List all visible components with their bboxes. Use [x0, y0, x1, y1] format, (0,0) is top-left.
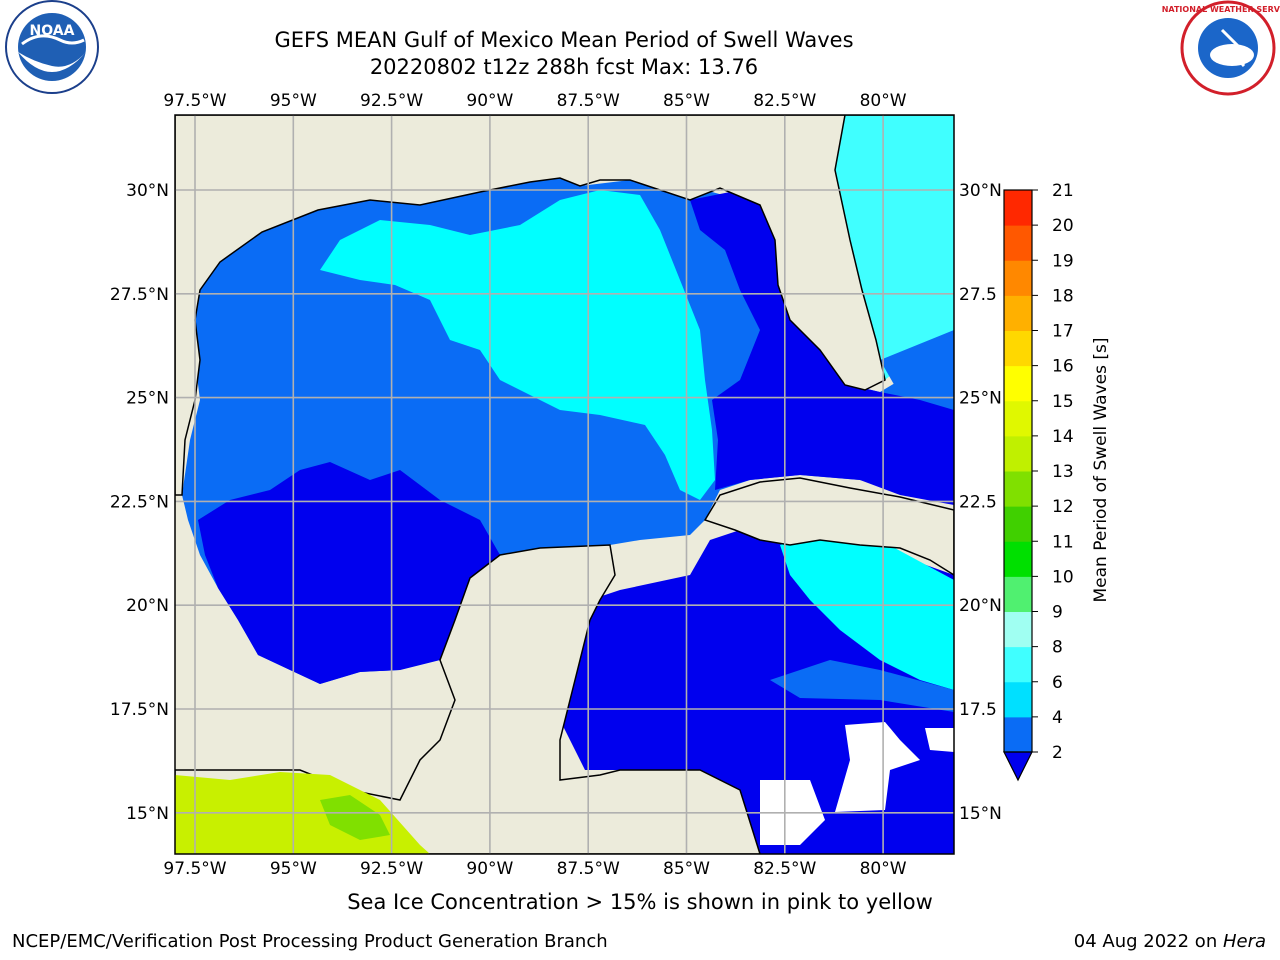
colorbar-tick-label: 15	[1052, 392, 1074, 412]
lon-label: 95°W	[270, 859, 317, 879]
lon-label: 90°W	[466, 859, 513, 879]
colorbar-swatch	[1004, 400, 1032, 437]
lat-label: 25°N	[959, 389, 1002, 409]
lat-labels-right: 30°N 27.5 25°N 22.5 20°N 17.5 15°N	[959, 181, 1002, 824]
lat-label: 17.5°N	[110, 700, 169, 720]
caribbean-midblue	[770, 660, 954, 712]
lon-label: 95°W	[270, 91, 317, 111]
lon-label: 82.5°W	[753, 91, 816, 111]
lat-label: 20°N	[959, 596, 1002, 616]
lat-label: 20°N	[126, 596, 169, 616]
colorbar-swatch	[1004, 541, 1032, 577]
colorbar-tick-label: 13	[1052, 462, 1074, 482]
lon-label: 85°W	[663, 91, 710, 111]
lat-label: 30°N	[126, 181, 169, 201]
caribbean-cyan	[780, 530, 954, 690]
gulf-deep-west	[198, 462, 500, 684]
lon-label: 80°W	[860, 859, 907, 879]
colorbar-tick-label: 20	[1052, 216, 1074, 236]
atlantic-cyan	[835, 115, 954, 380]
gulf-deep-east	[690, 192, 954, 505]
lat-label: 17.5	[959, 700, 997, 720]
colorbar-swatch	[1004, 295, 1032, 331]
map-frame	[174, 114, 955, 855]
colorbar-swatch	[1004, 260, 1032, 296]
colorbar-tick-label: 6	[1052, 673, 1063, 693]
colorbar-tick-label: 12	[1052, 497, 1074, 517]
lat-labels-left: 30°N 27.5°N 25°N 22.5°N 20°N 17.5°N 15°N	[110, 181, 169, 824]
colorbar: 2 4 6 8 9 10 11 12 13 14 15 16 17 18 19 20 21	[1003, 181, 1074, 782]
yucatan	[175, 544, 761, 854]
lon-labels-bottom: 97.5°W 95°W 92.5°W 90°W 87.5°W 85°W 82.5°W 80°W	[163, 859, 906, 879]
colorbar-tick-label: 9	[1052, 603, 1063, 623]
map-subtitle: 20220802 t12z 288h fcst Max: 13.76	[369, 55, 759, 79]
graticule	[175, 115, 954, 854]
lat-label: 25°N	[126, 389, 169, 409]
colorbar-swatch	[1004, 506, 1032, 542]
colorbar-tick-label: 11	[1052, 532, 1074, 552]
svg-text:NOAA: NOAA	[30, 23, 75, 39]
colorbar-swatch	[1004, 716, 1032, 753]
lat-label: 27.5°N	[110, 285, 169, 305]
lon-label: 97.5°W	[163, 859, 226, 879]
colorbar-label: Mean Period of Swell Waves [s]	[1091, 338, 1111, 603]
colorbar-swatch	[1004, 611, 1032, 648]
colorbar-swatch	[1004, 471, 1032, 507]
footer-date: 04 Aug 2022 on Hera	[1073, 931, 1266, 952]
lon-label: 90°W	[466, 91, 513, 111]
lon-labels-top: 97.5°W 95°W 92.5°W 90°W 87.5°W 85°W 82.5°W 80°W	[163, 91, 906, 111]
colorbar-swatch	[1004, 225, 1032, 261]
colorbar-tick-label: 2	[1052, 743, 1063, 763]
lon-label: 80°W	[860, 91, 907, 111]
colorbar-tick-label: 8	[1052, 638, 1063, 658]
colorbar-swatch	[1004, 330, 1032, 367]
colorbar-tick-label: 19	[1052, 251, 1074, 271]
lat-label: 30°N	[959, 181, 1002, 201]
lon-label: 82.5°W	[753, 859, 816, 879]
lat-label: 22.5°N	[110, 492, 169, 512]
colorbar-swatch	[1004, 365, 1032, 402]
colorbar-tick-label: 10	[1052, 567, 1074, 587]
nws-logo: NATIONAL WEATHER SERVICE	[1162, 0, 1280, 96]
nodata-patch	[925, 728, 954, 752]
ice-note: Sea Ice Concentration > 15% is shown in …	[347, 890, 933, 914]
colorbar-swatch	[1004, 190, 1032, 226]
lat-label: 15°N	[959, 804, 1002, 824]
lon-label: 92.5°W	[360, 91, 423, 111]
colorbar-swatch	[1004, 576, 1032, 612]
colorbar-tick-label: 14	[1052, 427, 1074, 447]
svg-text:NATIONAL WEATHER SERVICE: NATIONAL WEATHER SERVICE	[1162, 5, 1280, 14]
lon-label: 87.5°W	[557, 859, 620, 879]
colorbar-swatch	[1004, 435, 1032, 472]
colorbar-swatch	[1004, 646, 1032, 683]
footer-credit: NCEP/EMC/Verification Post Processing Pr…	[12, 931, 608, 952]
pacific-green	[320, 795, 390, 840]
lon-label: 97.5°W	[163, 91, 226, 111]
map-title: GEFS MEAN Gulf of Mexico Mean Period of …	[274, 28, 854, 52]
lon-label: 87.5°W	[557, 91, 620, 111]
lat-label: 27.5	[959, 285, 997, 305]
map-area	[175, 115, 954, 854]
colorbar-tick-label: 21	[1052, 181, 1074, 201]
lon-label: 92.5°W	[360, 859, 423, 879]
colorbar-swatch	[1004, 681, 1032, 718]
colorbar-tick-label: 18	[1052, 286, 1074, 306]
footer-host: Hera	[1222, 931, 1266, 952]
nodata-patch	[835, 722, 920, 812]
lat-label: 22.5	[959, 492, 997, 512]
colorbar-tick-label: 16	[1052, 357, 1074, 377]
gulf-cyan-plume	[320, 190, 715, 500]
cuba	[703, 477, 954, 576]
colorbar-tick-label: 17	[1052, 322, 1074, 342]
colorbar-extend	[1003, 751, 1033, 782]
atlantic-blue	[880, 330, 954, 395]
noaa-logo: NOAA	[5, 0, 99, 94]
colorbar-tick-label: 4	[1052, 708, 1063, 728]
lon-label: 85°W	[663, 859, 710, 879]
lat-label: 15°N	[126, 804, 169, 824]
